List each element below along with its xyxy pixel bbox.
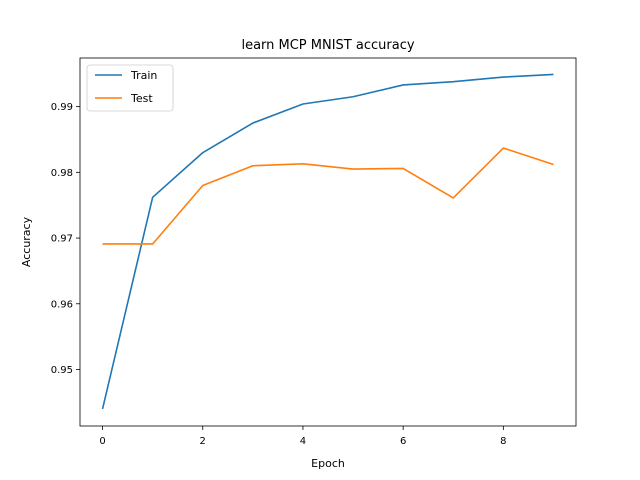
x-tick-label: 2 [200, 436, 206, 447]
legend-label-train: Train [130, 69, 157, 82]
y-tick-label: 0.96 [51, 299, 73, 310]
x-tick-label: 8 [500, 436, 506, 447]
legend-box [86, 64, 174, 112]
x-tick-label: 6 [400, 436, 406, 447]
x-axis-label: Epoch [311, 457, 345, 470]
plot-lines [101, 73, 554, 410]
legend: Train Test [86, 64, 174, 112]
plot-frame [79, 57, 577, 427]
legend-label-test: Test [130, 92, 153, 105]
y-axis-label: Accuracy [20, 216, 33, 267]
y-tick-label: 0.98 [51, 168, 73, 179]
x-tick-label: 4 [300, 436, 306, 447]
y-tick-label: 0.95 [51, 365, 73, 376]
y-axis-ticks: 0.95 0.96 0.97 0.98 0.99 [51, 102, 80, 376]
y-tick-label: 0.97 [51, 234, 73, 245]
x-axis-ticks: 0 2 4 6 8 [99, 426, 507, 447]
x-tick-label: 0 [99, 436, 105, 447]
y-tick-label: 0.99 [51, 102, 73, 113]
series-line-test [102, 147, 554, 245]
chart-title: learn MCP MNIST accuracy [241, 38, 414, 53]
series-line-train [101, 73, 554, 410]
